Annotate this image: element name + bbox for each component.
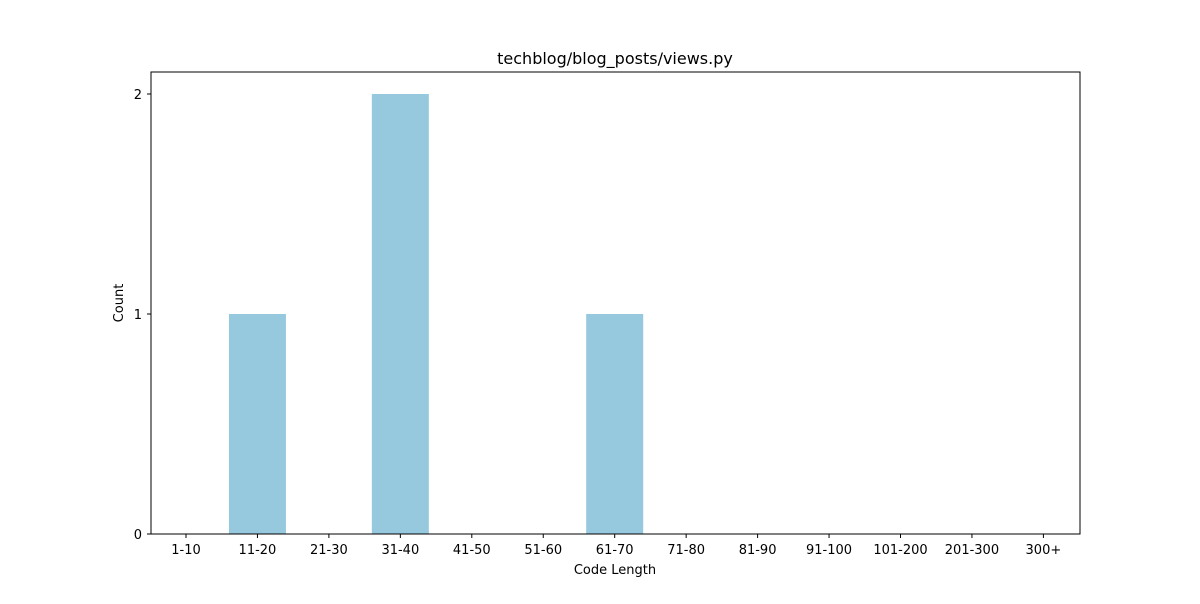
x-tick-label: 300+ — [1026, 543, 1062, 558]
x-tick-label: 31-40 — [381, 543, 419, 558]
x-tick-label: 101-200 — [873, 543, 927, 558]
x-axis-label: Code Length — [574, 563, 656, 578]
chart-title: techblog/blog_posts/views.py — [497, 49, 733, 69]
x-tick-label: 81-90 — [739, 543, 777, 558]
x-tick-label: 21-30 — [310, 543, 348, 558]
y-tick-label: 1 — [134, 308, 142, 323]
bars-group — [228, 94, 644, 534]
bar-61-70 — [586, 314, 644, 534]
x-axis-ticks: 1-10 11-20 21-30 31-40 41-50 51-60 61-70 71-80 8… — [171, 534, 1061, 558]
bar-31-40 — [371, 94, 429, 534]
x-tick-label: 61-70 — [596, 543, 634, 558]
bar-11-20 — [228, 314, 286, 534]
y-axis-label: Count — [112, 284, 127, 323]
y-tick-label: 2 — [134, 88, 142, 103]
x-tick-label: 1-10 — [171, 543, 201, 558]
x-tick-label: 51-60 — [524, 543, 562, 558]
x-tick-label: 71-80 — [667, 543, 705, 558]
y-axis-ticks: 0 1 2 — [134, 88, 151, 543]
x-tick-label: 41-50 — [453, 543, 491, 558]
x-tick-label: 91-100 — [806, 543, 852, 558]
plot-frame — [150, 71, 1081, 535]
x-tick-label: 201-300 — [945, 543, 999, 558]
y-tick-label: 0 — [134, 528, 142, 543]
x-tick-label: 11-20 — [239, 543, 277, 558]
